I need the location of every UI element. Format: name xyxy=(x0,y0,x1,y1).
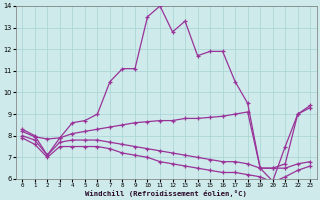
X-axis label: Windchill (Refroidissement éolien,°C): Windchill (Refroidissement éolien,°C) xyxy=(85,190,247,197)
